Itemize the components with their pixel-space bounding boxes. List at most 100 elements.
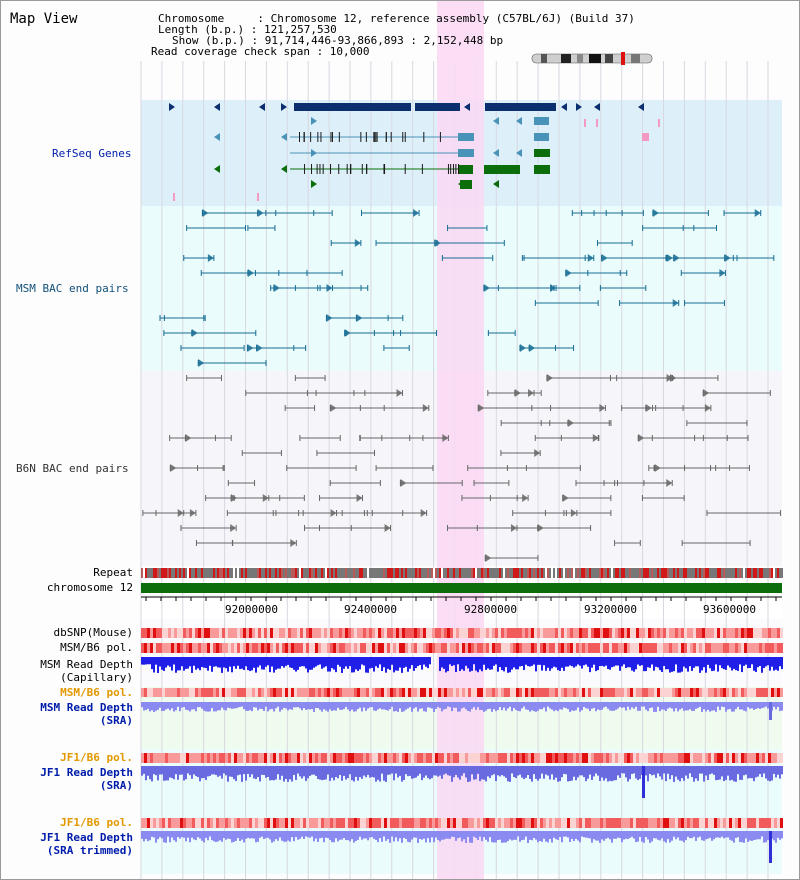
depth-bar xyxy=(475,657,477,671)
depth-bar xyxy=(765,657,767,667)
depth-bar xyxy=(625,657,627,668)
repeat-segment xyxy=(237,568,239,578)
depth-bar xyxy=(527,766,529,775)
heat-cell xyxy=(507,818,510,828)
heat-cell xyxy=(258,753,261,763)
depth-bar xyxy=(551,831,553,843)
heat-cell xyxy=(714,628,717,638)
depth-bar xyxy=(397,766,399,778)
depth-bar xyxy=(325,657,327,667)
heat-cell xyxy=(570,643,573,653)
depth-bar xyxy=(227,702,229,708)
heat-cell xyxy=(624,628,627,638)
heat-cell xyxy=(453,643,456,653)
heat-cell xyxy=(222,643,225,653)
msm-bac-pair-glyphs[interactable] xyxy=(159,209,775,367)
track-label-msm-bac[interactable]: MSM BAC end pairs xyxy=(16,282,129,295)
depth-bar xyxy=(481,831,483,842)
heat-cell xyxy=(279,688,282,697)
bac-end-arrow xyxy=(704,404,711,412)
depth-bar xyxy=(155,657,157,665)
depth-bar xyxy=(673,766,675,782)
depth-bar xyxy=(365,702,367,711)
heat-cell xyxy=(639,643,642,653)
depth-bar xyxy=(479,657,481,670)
depth-bar xyxy=(217,702,219,711)
depth-bar xyxy=(143,831,145,842)
heat-cell xyxy=(180,753,183,763)
depth-bar xyxy=(773,702,775,707)
depth-bar xyxy=(525,657,527,665)
depth-bar xyxy=(313,702,315,712)
depth-bar xyxy=(561,766,563,778)
depth-bar xyxy=(749,702,751,709)
depth-bar xyxy=(627,702,629,707)
track-label-b6n-bac[interactable]: B6N BAC end pairs xyxy=(16,462,129,475)
depth-bar xyxy=(701,831,703,841)
depth-bar xyxy=(189,657,191,667)
depth-bar xyxy=(751,831,753,841)
heat-cell xyxy=(768,643,771,653)
heat-cell xyxy=(408,818,411,828)
heat-cell xyxy=(252,818,255,828)
depth-bar xyxy=(377,657,379,668)
depth-bar xyxy=(399,702,401,709)
strand-arrow xyxy=(464,149,470,157)
repeat-segment xyxy=(519,568,521,578)
heat-cell xyxy=(411,643,414,653)
depth-bar xyxy=(449,702,451,708)
repeat-segment xyxy=(389,568,391,578)
heat-cell xyxy=(687,753,690,763)
heat-cell xyxy=(423,643,426,653)
repeat-segment xyxy=(547,568,549,578)
bac-end-arrow xyxy=(396,389,403,397)
heat-cell xyxy=(249,818,252,828)
heat-cell xyxy=(444,643,447,653)
depth-bar xyxy=(375,831,377,840)
heat-cell xyxy=(615,643,618,653)
bac-end-arrow xyxy=(330,509,337,517)
depth-bar xyxy=(569,831,571,842)
heat-cell xyxy=(669,688,672,697)
depth-bar xyxy=(461,766,463,776)
heat-cell xyxy=(330,643,333,653)
depth-bar xyxy=(359,831,361,837)
heat-cell xyxy=(759,628,762,638)
depth-bar xyxy=(269,831,271,840)
depth-bar xyxy=(541,766,543,774)
heat-cell xyxy=(684,628,687,638)
depth-bar xyxy=(397,831,399,842)
track-label-refseq[interactable]: RefSeq Genes xyxy=(52,147,132,160)
heat-cell xyxy=(291,628,294,638)
heat-cell xyxy=(465,688,468,697)
depth-bar xyxy=(687,766,689,779)
depth-bar xyxy=(243,766,245,775)
depth-bar xyxy=(427,702,429,708)
depth-bar xyxy=(729,766,731,781)
repeat-segment xyxy=(195,568,197,578)
heat-cell xyxy=(714,753,717,763)
heat-cell xyxy=(393,688,396,697)
depth-bar xyxy=(419,702,421,709)
depth-bar xyxy=(191,831,193,838)
heat-cell xyxy=(435,753,438,763)
depth-bar xyxy=(209,766,211,776)
heat-cell xyxy=(255,628,258,638)
b6n-bac-pair-glyphs[interactable] xyxy=(142,374,782,562)
depth-bar xyxy=(453,657,455,666)
heat-cell xyxy=(567,818,570,828)
heat-cell xyxy=(165,753,168,763)
depth-bar xyxy=(527,657,529,667)
refseq-gene-glyphs[interactable] xyxy=(169,103,660,201)
heat-cell xyxy=(537,818,540,828)
heat-cell xyxy=(162,818,165,828)
heat-cell xyxy=(642,688,645,697)
depth-bar xyxy=(341,766,343,781)
depth-bar xyxy=(319,766,321,780)
heat-cell xyxy=(381,628,384,638)
heat-cell xyxy=(162,688,165,697)
depth-bar xyxy=(691,831,693,839)
chromosome-ideogram[interactable] xyxy=(531,52,653,65)
bac-end-arrow xyxy=(256,344,263,352)
depth-bar xyxy=(383,831,385,837)
